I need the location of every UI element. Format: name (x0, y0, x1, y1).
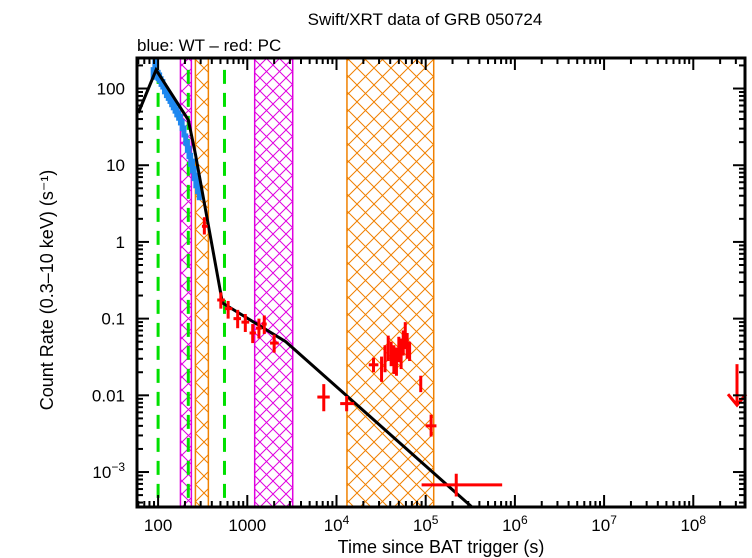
pc-point (249, 324, 256, 344)
pc-point (380, 356, 384, 382)
upper-limit-head (726, 393, 748, 408)
upper-limit-arrow (726, 364, 748, 408)
pc-point (241, 313, 250, 332)
highlight-bands (179, 59, 435, 506)
plot-frame (135, 56, 747, 509)
axis-ticks (137, 58, 745, 507)
pc-point (340, 396, 355, 412)
x-tick-label: 108 (680, 513, 706, 535)
y-tick-label: 100 (97, 80, 125, 99)
pc-point (255, 318, 262, 339)
pc-point (425, 414, 437, 437)
x-tick-exponent: 6 (521, 513, 528, 527)
pc-point (270, 334, 279, 353)
x-tick-label: 100 (144, 516, 172, 535)
pc-series (201, 217, 503, 497)
upper-limits (726, 364, 748, 408)
pc-point (408, 341, 412, 362)
y-tick-label: 0.01 (92, 386, 125, 405)
pc-point (421, 473, 503, 497)
pc-point (224, 300, 233, 319)
model-curve (138, 66, 473, 506)
chart-subtitle: blue: WT – red: PC (137, 36, 281, 55)
pc-point (389, 341, 393, 367)
x-tick-label: 105 (413, 513, 439, 535)
pc-point (386, 335, 390, 362)
x-axis-label: Time since BAT trigger (s) (338, 537, 545, 557)
y-tick-labels: 100 10 1 0.1 0.01 10−3 (92, 80, 125, 483)
y-tick-label: 0.1 (101, 310, 125, 329)
x-tick-label: 107 (591, 513, 617, 535)
x-tick-exponent: 7 (610, 513, 617, 527)
pc-point (261, 315, 267, 335)
pc-point (394, 347, 398, 376)
y-tick-label: 10 (106, 156, 125, 175)
pc-point (383, 345, 387, 373)
y-tick-label: 10−3 (92, 460, 125, 482)
x-tick-exponent: 5 (432, 513, 439, 527)
pc-point (233, 309, 242, 329)
x-tick-label: 1000 (228, 516, 266, 535)
orange-band-1 (194, 59, 210, 506)
x-tick-label: 106 (502, 513, 528, 535)
pc-point (399, 338, 403, 370)
x-tick-exponent: 8 (699, 513, 706, 527)
magenta-band-2 (253, 59, 294, 506)
y-tick-exponent: −3 (111, 460, 125, 474)
model-curve-layer (138, 66, 473, 506)
pc-point (201, 217, 208, 235)
x-tick-labels: 100 1000 104 105 106 107 108 (144, 513, 706, 535)
y-axis-label: Count Rate (0.3–10 keV) (s⁻¹) (37, 170, 57, 411)
pc-point (317, 384, 330, 412)
pc-point (405, 332, 409, 359)
chart-title: Swift/XRT data of GRB 050724 (308, 10, 543, 29)
y-tick-label: 1 (116, 233, 125, 252)
x-tick-exponent: 4 (343, 513, 350, 527)
wt-point (196, 183, 202, 201)
pc-point (397, 336, 401, 363)
pc-point (419, 375, 423, 393)
orange-band-2 (346, 59, 435, 506)
x-tick-label: 104 (324, 513, 350, 535)
pc-point (392, 345, 396, 374)
pc-point (401, 330, 405, 356)
pc-point (217, 292, 225, 309)
magenta-band-1 (179, 59, 193, 506)
pc-point (368, 357, 379, 373)
